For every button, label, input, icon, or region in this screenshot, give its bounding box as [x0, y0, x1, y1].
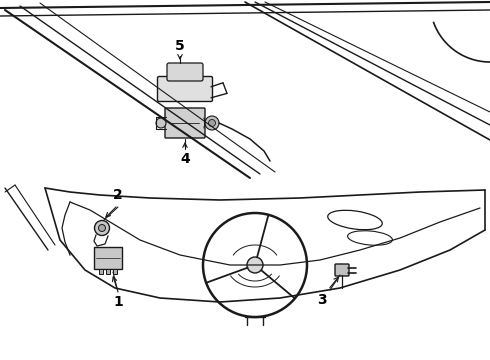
Text: 5: 5 [175, 39, 185, 53]
Circle shape [247, 257, 263, 273]
Text: 3: 3 [317, 293, 327, 307]
FancyBboxPatch shape [165, 108, 205, 138]
FancyBboxPatch shape [335, 264, 349, 276]
Circle shape [98, 225, 105, 231]
Circle shape [156, 118, 166, 128]
Bar [113, 269, 117, 274]
Circle shape [205, 116, 219, 130]
Text: 2: 2 [113, 188, 123, 202]
Text: 1: 1 [113, 295, 123, 309]
Circle shape [95, 220, 109, 235]
Bar [94, 247, 122, 269]
Bar [106, 269, 110, 274]
Bar [99, 269, 103, 274]
FancyBboxPatch shape [167, 63, 203, 81]
Text: 4: 4 [180, 152, 190, 166]
Circle shape [209, 120, 216, 126]
FancyBboxPatch shape [157, 77, 213, 102]
